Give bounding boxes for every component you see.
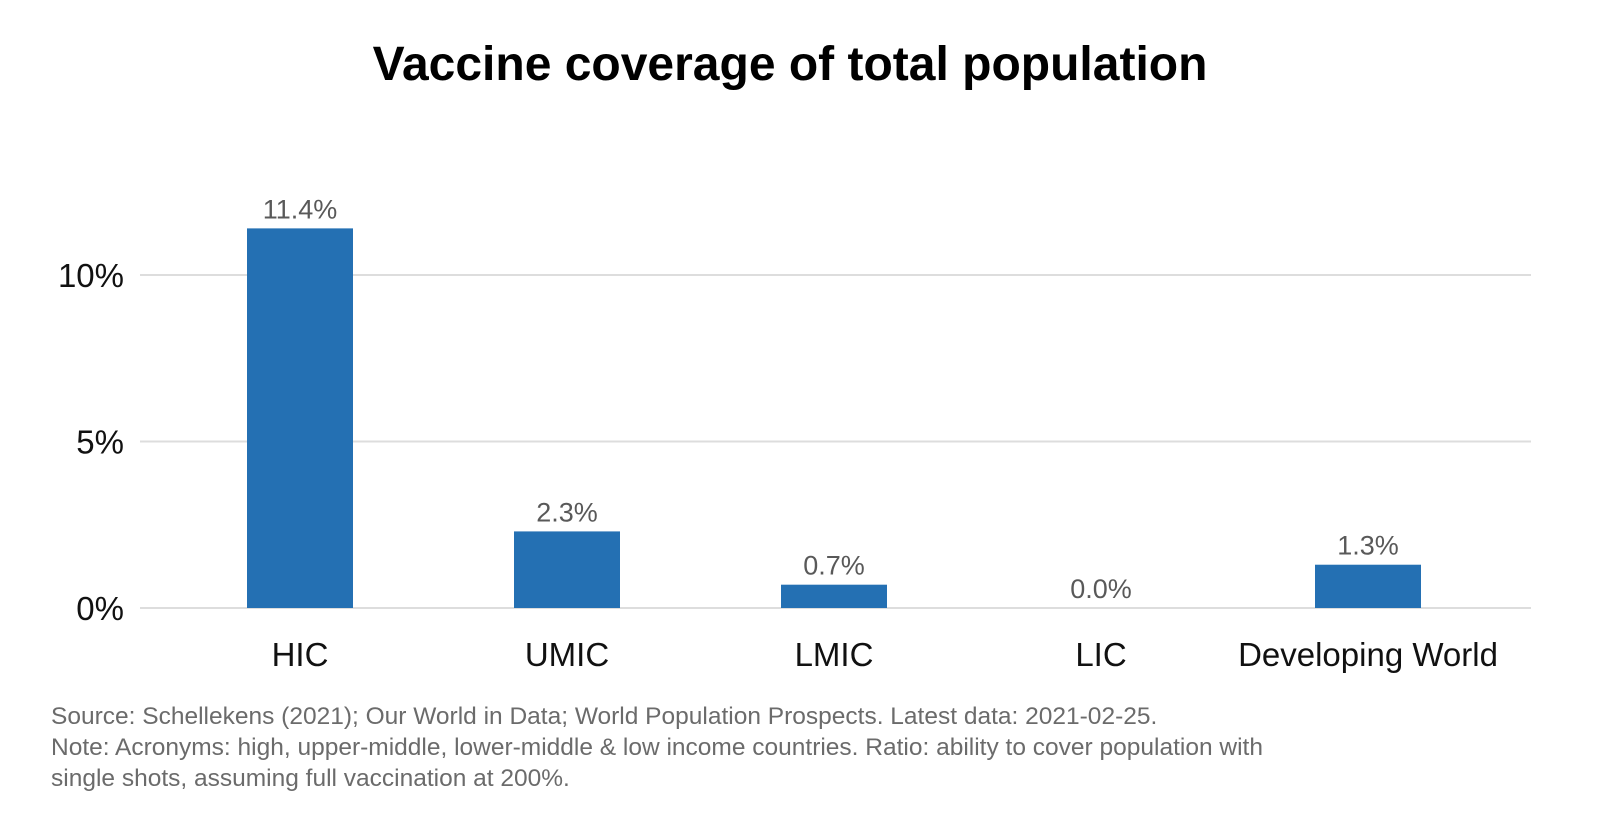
acronym-note: Note: Acronyms: high, upper-middle, lowe…: [51, 734, 1263, 761]
x-tick-label: UMIC: [525, 636, 609, 673]
y-axis-ticks: 0% 5% 10%: [58, 257, 124, 627]
y-tick-label: 10%: [58, 257, 124, 294]
x-tick-label: HIC: [272, 636, 329, 673]
data-label: 2.3%: [536, 497, 598, 527]
data-label: 1.3%: [1337, 531, 1399, 561]
bars: [247, 228, 1421, 608]
source-note: Source: Schellekens (2021); Our World in…: [51, 703, 1158, 730]
bar-umic: [514, 531, 620, 608]
data-label: 11.4%: [263, 194, 338, 224]
y-tick-label: 0%: [76, 590, 124, 627]
chart-title: Vaccine coverage of total population: [373, 38, 1208, 91]
x-tick-label: LMIC: [795, 636, 874, 673]
acronym-note-continued: single shots, assuming full vaccination …: [51, 765, 570, 792]
x-axis-ticks: HIC UMIC LMIC LIC Developing World: [272, 636, 1498, 673]
data-labels: 11.4% 2.3% 0.7% 0.0% 1.3%: [263, 194, 1399, 604]
data-label: 0.0%: [1070, 574, 1132, 604]
bar-lmic: [781, 584, 887, 608]
bar-developing-world: [1315, 564, 1421, 608]
x-tick-label: Developing World: [1238, 636, 1498, 673]
data-label: 0.7%: [803, 551, 865, 581]
y-tick-label: 5%: [76, 424, 124, 461]
x-tick-label: LIC: [1075, 636, 1126, 673]
chart-caption: Source: Schellekens (2021); Our World in…: [51, 701, 1531, 794]
bar-hic: [247, 228, 353, 608]
